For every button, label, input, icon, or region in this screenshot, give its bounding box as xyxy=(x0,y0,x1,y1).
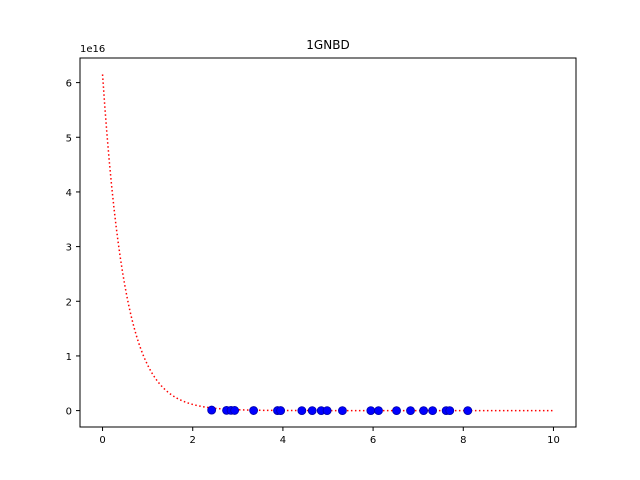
data-point xyxy=(406,406,415,416)
y-tick-label: 5 xyxy=(66,133,72,144)
y-tick-label: 3 xyxy=(66,243,72,254)
data-point xyxy=(207,405,217,415)
y-tick-label: 0 xyxy=(66,407,72,418)
y-tick-label: 6 xyxy=(66,79,72,90)
y-tick-label: 4 xyxy=(66,188,72,199)
x-tick-label: 0 xyxy=(99,435,105,446)
fit-curve-line xyxy=(101,74,554,412)
y-offset-label: 1e16 xyxy=(80,44,105,55)
data-point xyxy=(307,406,317,415)
chart-title: 1GNBD xyxy=(306,38,349,52)
data-point xyxy=(392,406,401,416)
x-tick-label: 10 xyxy=(547,435,560,446)
data-point xyxy=(366,406,376,416)
data-point xyxy=(322,406,332,416)
axes-frame xyxy=(79,57,577,428)
axes: 0 2 4 6 8 10 0 1 2 3 4 5 6 xyxy=(66,57,577,446)
data-point xyxy=(297,406,307,415)
plot-area xyxy=(101,74,554,416)
data-point xyxy=(249,406,259,415)
data-point xyxy=(276,406,286,415)
y-tick-label: 1 xyxy=(66,352,72,363)
data-point xyxy=(428,406,438,416)
x-tick-label: 8 xyxy=(460,435,466,446)
data-point xyxy=(445,406,455,416)
data-point xyxy=(419,406,428,416)
y-tick-label: 2 xyxy=(66,297,72,308)
data-point xyxy=(374,406,383,416)
x-tick-label: 4 xyxy=(280,435,286,446)
data-point xyxy=(463,406,473,416)
x-tick-label: 2 xyxy=(190,435,196,446)
data-point xyxy=(230,406,240,415)
data-point xyxy=(338,406,347,416)
x-tick-label: 6 xyxy=(370,435,376,446)
